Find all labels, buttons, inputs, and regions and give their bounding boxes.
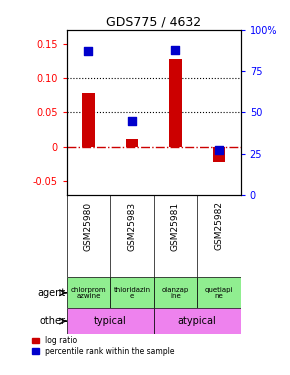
Text: typical: typical — [94, 316, 126, 326]
Text: quetiapi
ne: quetiapi ne — [205, 286, 233, 299]
Bar — [197, 278, 241, 308]
Bar — [110, 278, 154, 308]
Bar — [213, 147, 225, 162]
Text: agent: agent — [38, 288, 66, 298]
Title: GDS775 / 4632: GDS775 / 4632 — [106, 16, 201, 29]
Bar — [154, 308, 241, 334]
Point — [173, 47, 178, 53]
Text: atypical: atypical — [178, 316, 217, 326]
Point — [217, 147, 221, 153]
Bar — [169, 59, 182, 147]
Legend: log ratio, percentile rank within the sample: log ratio, percentile rank within the sa… — [32, 336, 175, 356]
Text: GSM25980: GSM25980 — [84, 201, 93, 250]
Bar — [82, 93, 95, 147]
Text: thioridazin
e: thioridazin e — [113, 286, 151, 299]
Text: GSM25983: GSM25983 — [127, 201, 137, 250]
Text: GSM25982: GSM25982 — [214, 201, 224, 250]
Point — [130, 118, 134, 124]
Text: olanzap
ine: olanzap ine — [162, 286, 189, 299]
Text: GSM25981: GSM25981 — [171, 201, 180, 250]
Bar — [67, 278, 110, 308]
Bar — [154, 278, 197, 308]
Point — [86, 48, 91, 54]
Bar — [67, 308, 154, 334]
Bar — [126, 138, 138, 147]
Text: other: other — [40, 316, 66, 326]
Text: chlorprom
azwine: chlorprom azwine — [71, 286, 106, 299]
